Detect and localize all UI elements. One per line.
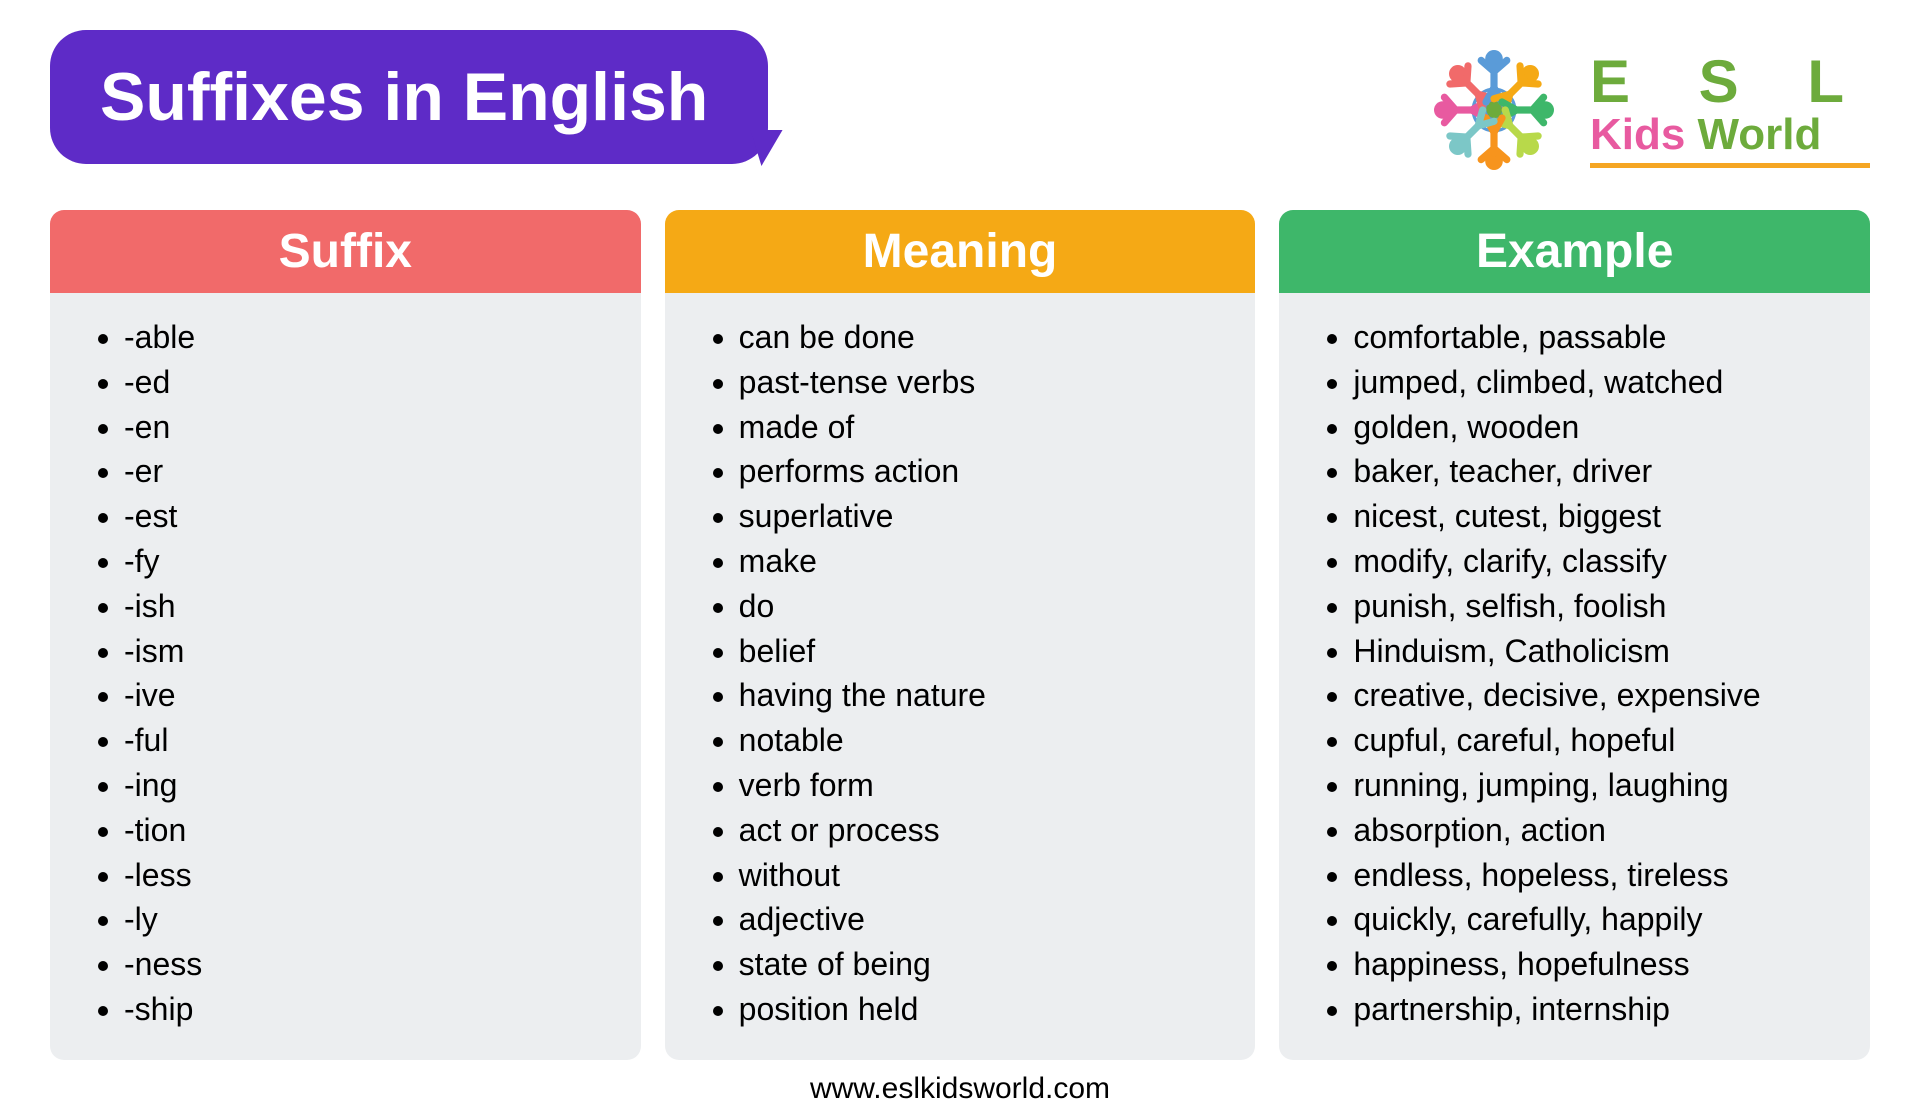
page: Suffixes in English E S L Kids World Suf…	[0, 0, 1920, 1080]
list-item: belief	[739, 629, 1216, 674]
item-list: -able-ed-en-er-est-fy-ish-ism-ive-ful-in…	[106, 315, 601, 1032]
list-item: -ness	[124, 942, 601, 987]
list-item: make	[739, 539, 1216, 584]
item-list: comfortable, passablejumped, climbed, wa…	[1335, 315, 1830, 1032]
list-item: state of being	[739, 942, 1216, 987]
list-item: adjective	[739, 897, 1216, 942]
column-body: -able-ed-en-er-est-fy-ish-ism-ive-ful-in…	[50, 293, 641, 1060]
column-header: Example	[1279, 210, 1870, 293]
header-row: Suffixes in English E S L Kids World	[50, 30, 1870, 190]
list-item: punish, selfish, foolish	[1353, 584, 1830, 629]
list-item: baker, teacher, driver	[1353, 449, 1830, 494]
list-item: golden, wooden	[1353, 405, 1830, 450]
list-item: notable	[739, 718, 1216, 763]
list-item: -en	[124, 405, 601, 450]
list-item: happiness, hopefulness	[1353, 942, 1830, 987]
list-item: nicest, cutest, biggest	[1353, 494, 1830, 539]
list-item: do	[739, 584, 1216, 629]
column-meaning: Meaning can be donepast-tense verbsmade o…	[665, 210, 1256, 1060]
list-item: -ly	[124, 897, 601, 942]
list-item: -ive	[124, 673, 601, 718]
logo-kids-world-text: Kids World	[1590, 112, 1870, 167]
logo-icon	[1414, 30, 1574, 190]
list-item: made of	[739, 405, 1216, 450]
list-item: verb form	[739, 763, 1216, 808]
list-item: -less	[124, 853, 601, 898]
list-item: -ism	[124, 629, 601, 674]
column-body: can be donepast-tense verbsmade ofperfor…	[665, 293, 1256, 1060]
list-item: position held	[739, 987, 1216, 1032]
list-item: having the nature	[739, 673, 1216, 718]
list-item: -tion	[124, 808, 601, 853]
item-list: can be donepast-tense verbsmade ofperfor…	[721, 315, 1216, 1032]
column-body: comfortable, passablejumped, climbed, wa…	[1279, 293, 1870, 1060]
list-item: -ing	[124, 763, 601, 808]
list-item: -ed	[124, 360, 601, 405]
column-header: Suffix	[50, 210, 641, 293]
column-example: Example comfortable, passablejumped, clim…	[1279, 210, 1870, 1060]
list-item: quickly, carefully, happily	[1353, 897, 1830, 942]
list-item: absorption, action	[1353, 808, 1830, 853]
list-item: cupful, careful, hopeful	[1353, 718, 1830, 763]
list-item: -ish	[124, 584, 601, 629]
list-item: -fy	[124, 539, 601, 584]
list-item: creative, decisive, expensive	[1353, 673, 1830, 718]
list-item: superlative	[739, 494, 1216, 539]
list-item: past-tense verbs	[739, 360, 1216, 405]
list-item: -est	[124, 494, 601, 539]
column-header: Meaning	[665, 210, 1256, 293]
list-item: endless, hopeless, tireless	[1353, 853, 1830, 898]
logo-text: E S L Kids World	[1590, 52, 1870, 167]
list-item: comfortable, passable	[1353, 315, 1830, 360]
list-item: running, jumping, laughing	[1353, 763, 1830, 808]
list-item: act or process	[739, 808, 1216, 853]
logo-esl-text: E S L	[1590, 52, 1870, 112]
columns-container: Suffix-able-ed-en-er-est-fy-ish-ism-ive-…	[50, 210, 1870, 1060]
list-item: -ful	[124, 718, 601, 763]
list-item: jumped, climbed, watched	[1353, 360, 1830, 405]
list-item: partnership, internship	[1353, 987, 1830, 1032]
title-bubble: Suffixes in English	[50, 30, 768, 164]
page-title: Suffixes in English	[100, 59, 708, 135]
list-item: -ship	[124, 987, 601, 1032]
logo: E S L Kids World	[1414, 30, 1870, 190]
list-item: modify, clarify, classify	[1353, 539, 1830, 584]
list-item: Hinduism, Catholicism	[1353, 629, 1830, 674]
column-suffix: Suffix-able-ed-en-er-est-fy-ish-ism-ive-…	[50, 210, 641, 1060]
list-item: -er	[124, 449, 601, 494]
list-item: -able	[124, 315, 601, 360]
list-item: can be done	[739, 315, 1216, 360]
footer-url: www.eslkidsworld.com	[50, 1072, 1870, 1106]
list-item: without	[739, 853, 1216, 898]
list-item: performs action	[739, 449, 1216, 494]
